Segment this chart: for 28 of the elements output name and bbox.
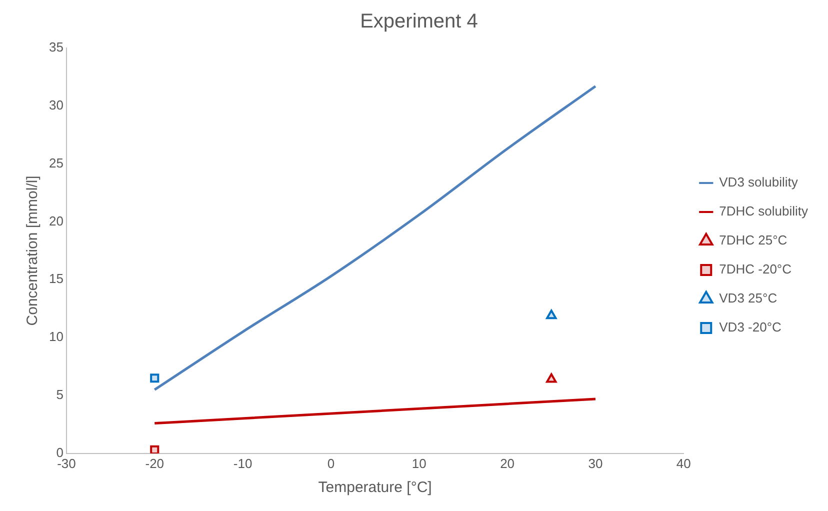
- y-axis-title: Concentration [mmol/l]: [24, 176, 42, 326]
- point: [150, 445, 160, 454]
- y-tick-label: 25: [48, 155, 64, 170]
- y-tick-label: 30: [48, 97, 64, 112]
- x-axis-title: Temperature [°C]: [318, 479, 432, 496]
- chart-title: Experiment 4: [360, 10, 478, 33]
- point: [150, 374, 160, 383]
- legend-label: VD3 -20°C: [719, 320, 782, 335]
- x-tick-label: 10: [412, 456, 426, 471]
- legend-label: 7DHC 25°C: [719, 232, 788, 248]
- point: [546, 373, 557, 383]
- legend-label: VD3 25°C: [719, 290, 778, 306]
- y-tick-label: 20: [48, 213, 64, 228]
- line-series: [153, 84, 597, 391]
- y-tick-label: 35: [48, 40, 64, 55]
- x-tick-label: -20: [145, 456, 164, 471]
- legend-label: VD3 solubility: [719, 174, 798, 190]
- x-tick-label: -10: [233, 456, 252, 471]
- y-tick-label: 5: [56, 387, 64, 402]
- x-tick-label: 40: [676, 456, 691, 471]
- x-tick-label: 20: [500, 456, 515, 471]
- legend-label: 7DHC solubility: [719, 204, 808, 219]
- x-tick-label: 0: [327, 456, 335, 471]
- legend-label: 7DHC -20°C: [719, 262, 792, 277]
- y-tick-label: 15: [48, 271, 64, 286]
- y-tick-label: 10: [48, 329, 64, 344]
- point: [546, 310, 557, 320]
- x-tick-label: 30: [588, 456, 603, 471]
